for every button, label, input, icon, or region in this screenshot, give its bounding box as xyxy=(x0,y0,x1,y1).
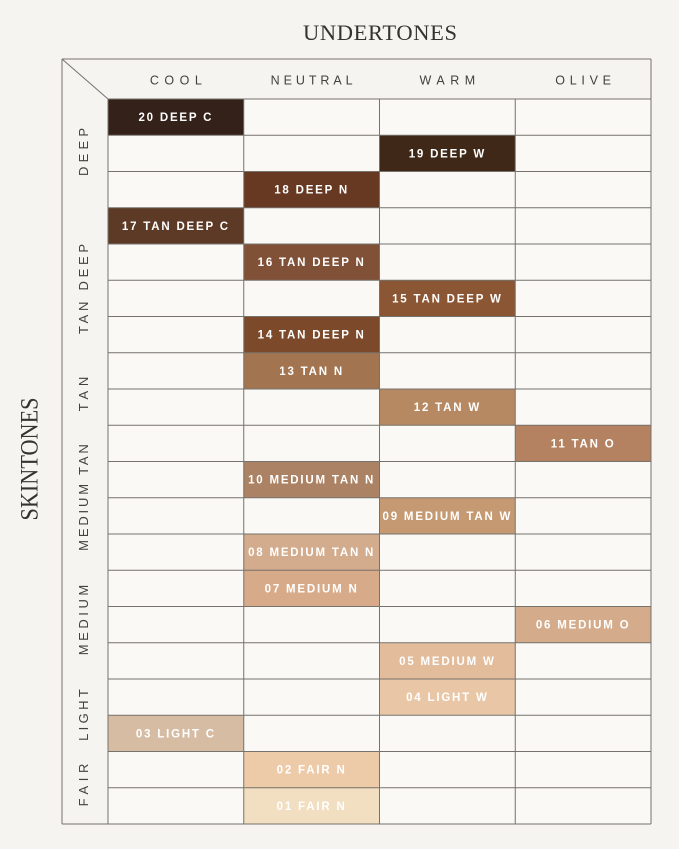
svg-text:01 FAIR N: 01 FAIR N xyxy=(277,801,347,813)
svg-text:13 TAN N: 13 TAN N xyxy=(279,366,344,378)
svg-text:15 TAN DEEP W: 15 TAN DEEP W xyxy=(392,293,503,305)
svg-text:08 MEDIUM TAN N: 08 MEDIUM TAN N xyxy=(248,547,375,559)
svg-text:LIGHT: LIGHT xyxy=(76,689,91,741)
svg-text:02 FAIR N: 02 FAIR N xyxy=(277,765,347,777)
svg-text:17 TAN DEEP C: 17 TAN DEEP C xyxy=(122,221,230,233)
svg-text:TAN DEEP: TAN DEEP xyxy=(76,244,91,334)
svg-text:UNDERTONES: UNDERTONES xyxy=(303,20,457,45)
svg-text:NEUTRAL: NEUTRAL xyxy=(271,74,353,88)
svg-text:04 LIGHT W: 04 LIGHT W xyxy=(406,692,489,704)
svg-text:12 TAN W: 12 TAN W xyxy=(414,402,481,414)
svg-text:SKINTONES: SKINTONES xyxy=(17,398,44,521)
svg-text:20 DEEP C: 20 DEEP C xyxy=(138,112,213,124)
svg-text:19 DEEP W: 19 DEEP W xyxy=(409,148,486,160)
svg-text:06 MEDIUM O: 06 MEDIUM O xyxy=(536,620,631,632)
svg-text:11 TAN O: 11 TAN O xyxy=(551,438,616,450)
svg-text:05 MEDIUM W: 05 MEDIUM W xyxy=(399,656,495,668)
svg-text:OLIVE: OLIVE xyxy=(555,74,611,88)
svg-text:09 MEDIUM TAN W: 09 MEDIUM TAN W xyxy=(383,511,513,523)
svg-text:16 TAN DEEP N: 16 TAN DEEP N xyxy=(258,257,366,269)
svg-text:TAN: TAN xyxy=(76,377,91,412)
svg-text:MEDIUM: MEDIUM xyxy=(76,585,91,656)
svg-text:07 MEDIUM N: 07 MEDIUM N xyxy=(265,583,359,595)
svg-text:10 MEDIUM TAN N: 10 MEDIUM TAN N xyxy=(248,475,375,487)
svg-text:18 DEEP N: 18 DEEP N xyxy=(274,185,349,197)
svg-text:14 TAN DEEP N: 14 TAN DEEP N xyxy=(258,330,366,342)
svg-text:03 LIGHT C: 03 LIGHT C xyxy=(136,728,216,740)
